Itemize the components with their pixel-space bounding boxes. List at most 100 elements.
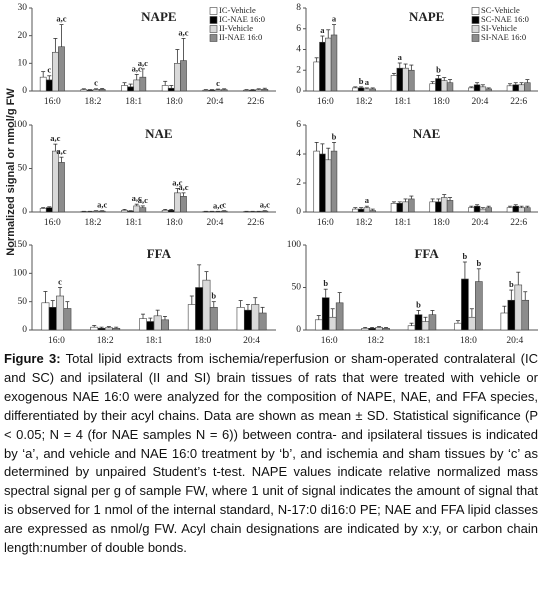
bar xyxy=(258,312,267,331)
bar xyxy=(243,309,252,331)
caption-text: Total lipid extracts from ischemia/reper… xyxy=(4,351,538,556)
bar xyxy=(335,302,344,331)
significance-label: b xyxy=(332,131,337,141)
bar xyxy=(319,153,326,213)
bar xyxy=(98,210,106,213)
x-tick-label: 16:0 xyxy=(317,97,334,107)
bar xyxy=(512,205,519,213)
bar xyxy=(52,51,59,92)
x-tick-label: 16:0 xyxy=(317,218,334,228)
bar xyxy=(127,210,134,213)
x-tick-label: 20:4 xyxy=(243,336,260,346)
bar xyxy=(127,86,134,92)
bar xyxy=(39,76,47,92)
x-tick-label: 22:6 xyxy=(510,218,527,228)
bar xyxy=(313,150,320,213)
legend-label: II-NAE 16:0 xyxy=(219,32,262,42)
y-tick-label: 0 xyxy=(296,325,301,335)
legend-label: SI-NAE 16:0 xyxy=(481,32,526,42)
bar xyxy=(52,150,59,213)
significance-label: a,c xyxy=(132,63,142,73)
significance-label: b xyxy=(211,291,216,301)
bar xyxy=(330,150,338,213)
y-tick-label: 2 xyxy=(296,178,301,188)
bar xyxy=(121,209,128,213)
legend-swatch xyxy=(471,7,480,15)
figure: Normalized signal or nmol/g FW 0102030NA… xyxy=(5,3,538,346)
significance-label: c xyxy=(216,78,220,88)
bar xyxy=(92,210,100,213)
bar xyxy=(408,69,415,92)
bar xyxy=(368,327,376,331)
bar xyxy=(167,209,175,213)
bar xyxy=(521,299,530,331)
significance-label: a,c xyxy=(50,133,60,143)
legend-swatch xyxy=(209,7,218,15)
legend-label: SI-Vehicle xyxy=(481,23,517,33)
x-tick-label: 16:0 xyxy=(44,218,61,228)
y-tick-label: 50 xyxy=(292,283,302,293)
legend-label: IC-Vehicle xyxy=(219,5,256,15)
bar xyxy=(485,88,492,92)
bar xyxy=(441,80,448,92)
significance-label: b xyxy=(323,278,328,288)
bar xyxy=(468,316,476,331)
bar xyxy=(214,89,222,92)
bar xyxy=(133,79,141,92)
bar xyxy=(45,207,53,213)
bar xyxy=(195,287,204,331)
bar xyxy=(313,61,320,92)
bar xyxy=(90,326,99,331)
significance-label: b xyxy=(416,299,421,309)
significance-label: c xyxy=(58,276,62,286)
bar xyxy=(220,89,228,92)
legend-label: SC-Vehicle xyxy=(481,5,520,15)
bar xyxy=(512,84,519,92)
bar xyxy=(330,34,338,92)
legend-swatch xyxy=(209,34,218,42)
bar xyxy=(441,197,448,213)
x-tick-label: 16:0 xyxy=(44,97,61,107)
bar xyxy=(251,304,260,331)
bar xyxy=(382,327,390,331)
significance-label: c xyxy=(222,200,226,210)
bar xyxy=(41,302,50,331)
y-tick-label: 100 xyxy=(287,240,302,250)
bar xyxy=(161,319,169,331)
x-tick-label: 18:1 xyxy=(125,97,142,107)
bar xyxy=(97,327,106,331)
bar xyxy=(402,201,409,213)
bar xyxy=(414,314,423,331)
bar xyxy=(167,87,175,92)
bar xyxy=(58,162,65,213)
bar xyxy=(375,327,383,331)
bar xyxy=(56,295,65,331)
bar xyxy=(39,208,47,213)
x-tick-label: 18:2 xyxy=(85,218,102,228)
bar xyxy=(514,284,523,331)
x-tick-label: 18:0 xyxy=(166,218,183,228)
bar xyxy=(428,314,437,331)
significance-label: a,c xyxy=(138,58,148,68)
significance-label: a,c xyxy=(213,200,223,210)
y-tick-label: 8 xyxy=(296,3,301,13)
x-tick-label: 18:0 xyxy=(433,97,450,107)
bar xyxy=(121,85,128,92)
bar xyxy=(104,327,113,331)
y-tick-label: 4 xyxy=(296,149,301,159)
x-tick-label: 22:6 xyxy=(510,97,527,107)
x-tick-label: 16:0 xyxy=(48,336,65,346)
y-tick-label: 0 xyxy=(22,325,27,335)
caption: Figure 3: Total lipid extracts from isch… xyxy=(4,350,538,558)
panel-title: NAE xyxy=(145,126,172,141)
y-tick-label: 0 xyxy=(22,207,27,217)
bar xyxy=(153,315,162,331)
x-tick-label: 18:0 xyxy=(166,97,183,107)
y-tick-label: 50 xyxy=(18,297,28,307)
bar xyxy=(402,67,409,92)
significance-label: a,c xyxy=(138,195,148,205)
bar xyxy=(146,321,155,331)
bar xyxy=(429,201,436,213)
x-tick-label: 18:1 xyxy=(125,218,142,228)
bar xyxy=(139,76,147,92)
